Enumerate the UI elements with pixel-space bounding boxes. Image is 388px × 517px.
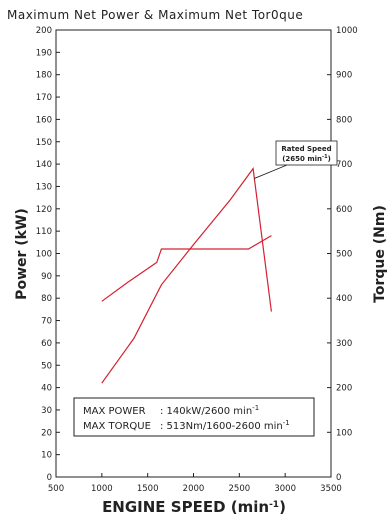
right-tick-label: 500 (336, 250, 352, 260)
right-tick-label: 100 (336, 428, 352, 438)
rated-speed-value-sup: -1 (322, 154, 328, 160)
right-tick-label: 200 (336, 384, 352, 394)
legend-max-torque-value-main: : 513Nm/1600-2600 min (160, 421, 283, 432)
legend-max-power-sup: -1 (252, 404, 259, 412)
series-layer (101, 167, 272, 384)
left-tick-label: 170 (36, 93, 52, 103)
right-tick-label: 400 (336, 294, 352, 304)
left-tick-label: 140 (36, 160, 52, 170)
max-values-legend: MAX POWER : 140kW/2600 min-1 MAX TORQUE … (73, 397, 315, 437)
rated-speed-box (275, 140, 338, 166)
left-tick-label: 60 (41, 339, 52, 349)
power-curve (101, 167, 272, 384)
rated-speed-value: (2650 min-1) (282, 154, 331, 163)
legend-box (73, 397, 315, 437)
left-tick-label: 40 (41, 384, 52, 394)
x-tick-label: 500 (48, 484, 64, 494)
right-axis-ticks: 0 100 200 300 400 500 600 700 800 900 1000 (327, 26, 358, 483)
left-tick-label: 120 (36, 205, 52, 215)
left-tick-label: 80 (41, 294, 52, 304)
right-tick-label: 700 (336, 160, 352, 170)
left-tick-label: 180 (36, 71, 52, 81)
torque-curve (101, 235, 272, 302)
x-tick-label: 2000 (183, 484, 205, 494)
x-tick-label: 1000 (91, 484, 113, 494)
rated-speed-annotation: Rated Speed (2650 min-1) (253, 140, 338, 179)
right-tick-label: 300 (336, 339, 352, 349)
left-tick-label: 110 (36, 227, 52, 237)
left-tick-label: 50 (41, 361, 52, 371)
rated-speed-label: Rated Speed (281, 145, 331, 153)
left-tick-label: 20 (41, 428, 52, 438)
y-axis-right-title: Torque (Nm) (372, 205, 388, 303)
legend-max-torque-label: MAX TORQUE (83, 421, 151, 432)
legend-max-torque-sup: -1 (283, 419, 290, 427)
x-tick-label: 1500 (137, 484, 159, 494)
y-axis-left-title: Power (kW) (14, 208, 30, 300)
left-tick-label: 30 (41, 406, 52, 416)
rated-speed-value-end: ) (328, 155, 331, 163)
left-tick-label: 200 (36, 26, 52, 36)
x-axis-ticks: 500 1000 1500 2000 2500 3000 3500 (48, 473, 342, 494)
left-tick-label: 190 (36, 48, 52, 58)
left-tick-label: 10 (41, 451, 52, 461)
right-tick-label: 900 (336, 71, 352, 81)
left-tick-label: 100 (36, 250, 52, 260)
right-tick-label: 0 (336, 473, 341, 483)
legend-max-power-label: MAX POWER (83, 406, 146, 417)
x-axis-title: ENGINE SPEED (min-1) (102, 498, 286, 516)
chart-title: Maximum Net Power & Maximum Net Tor0que (7, 8, 303, 22)
right-tick-label: 800 (336, 115, 352, 125)
left-tick-label: 150 (36, 138, 52, 148)
x-axis-title-end: ) (279, 498, 286, 516)
legend-max-torque-value: : 513Nm/1600-2600 min-1 (160, 419, 290, 432)
x-tick-label: 2500 (229, 484, 251, 494)
left-tick-label: 160 (36, 115, 52, 125)
left-tick-label: 130 (36, 182, 52, 192)
right-tick-label: 1000 (336, 26, 358, 36)
left-tick-label: 70 (41, 317, 52, 327)
left-axis-ticks: 0 10 20 30 40 50 60 70 80 90 100 110 120 130 140 150 160… (36, 26, 60, 483)
legend-max-power-value-main: : 140kW/2600 min (160, 406, 252, 417)
x-tick-label: 3500 (320, 484, 342, 494)
left-tick-label: 90 (41, 272, 52, 282)
x-axis-title-main: ENGINE SPEED (min (102, 498, 269, 516)
x-tick-label: 3000 (274, 484, 296, 494)
rated-speed-value-main: (2650 min (282, 155, 322, 163)
legend-max-power-value: : 140kW/2600 min-1 (160, 404, 259, 417)
x-axis-title-sup: -1 (269, 500, 279, 510)
right-tick-label: 600 (336, 205, 352, 215)
left-tick-label: 0 (47, 473, 52, 483)
rated-speed-leader (253, 164, 288, 179)
